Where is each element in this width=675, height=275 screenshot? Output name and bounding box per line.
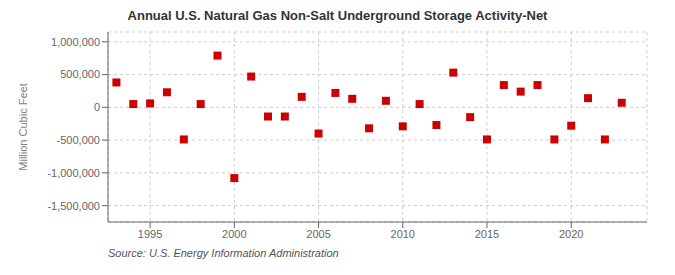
- svg-text:-500,000: -500,000: [57, 134, 100, 146]
- svg-text:2000: 2000: [222, 228, 246, 240]
- svg-text:0: 0: [94, 101, 100, 113]
- svg-text:1995: 1995: [138, 228, 162, 240]
- svg-text:-1,000,000: -1,000,000: [47, 167, 100, 179]
- html-text:Source: U.S. Energy Informatio: Source: U.S. Energy Information Administ…: [108, 247, 339, 259]
- svg-text:2015: 2015: [475, 228, 499, 240]
- svg-text:2020: 2020: [559, 228, 583, 240]
- svg-text:1,000,000: 1,000,000: [51, 36, 100, 48]
- svg-text:2005: 2005: [306, 228, 330, 240]
- svg-text:500,000: 500,000: [60, 68, 100, 80]
- svg-text:Million Cubic Feet: Million Cubic Feet: [17, 83, 29, 170]
- svg-text:-1,500,000: -1,500,000: [47, 200, 100, 212]
- html-text:Annual U.S. Natural Gas Non-Sa: Annual U.S. Natural Gas Non-Salt Undergr…: [127, 8, 548, 23]
- svg-text:2010: 2010: [391, 228, 415, 240]
